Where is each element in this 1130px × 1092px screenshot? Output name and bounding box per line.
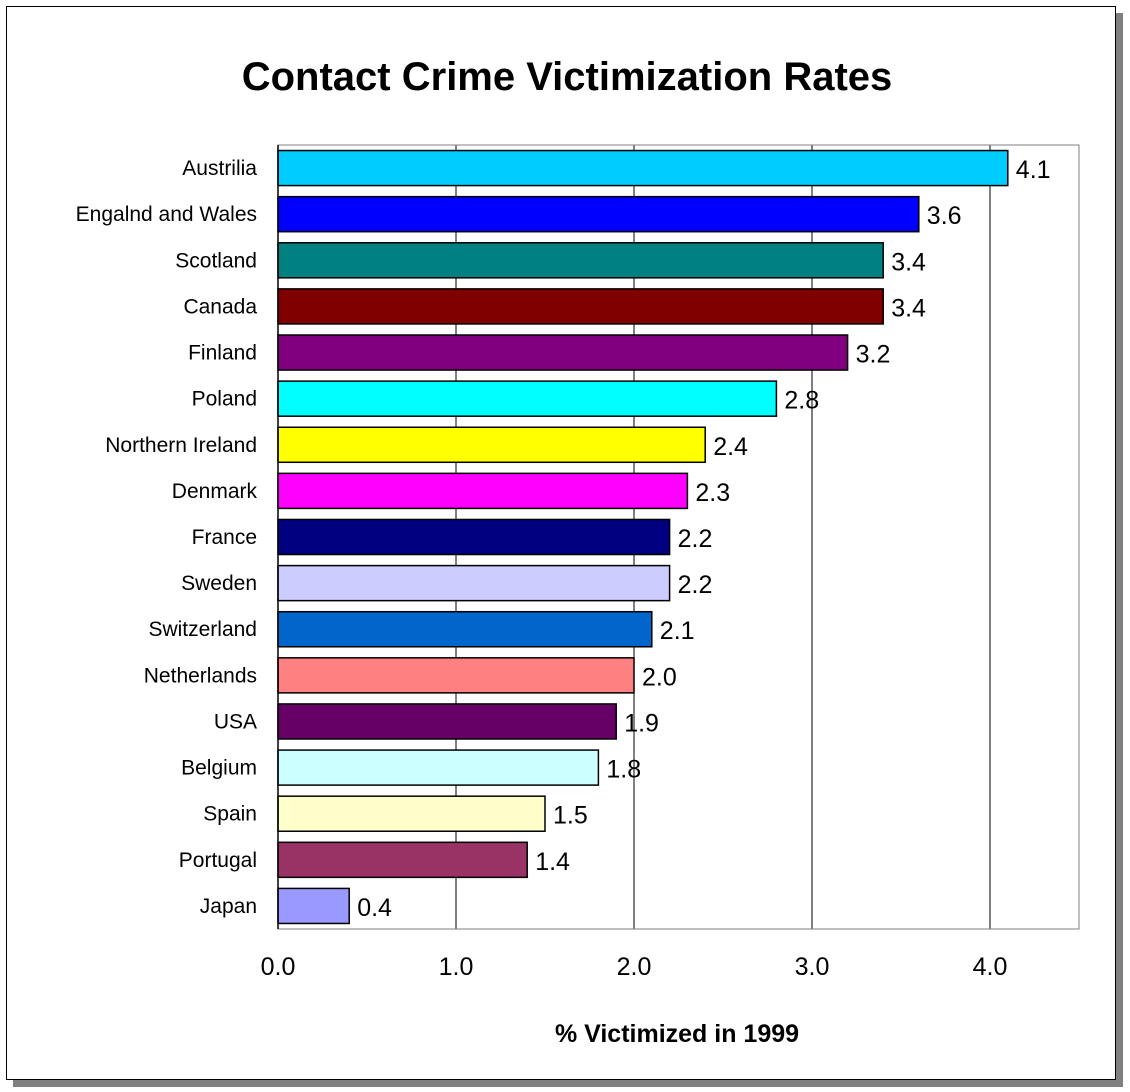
bar — [277, 841, 528, 879]
x-tick-label: 2.0 — [617, 953, 652, 981]
bar — [277, 195, 920, 233]
value-label: 2.4 — [713, 433, 748, 461]
value-label: 3.4 — [891, 294, 926, 322]
category-label: USA — [214, 710, 257, 733]
bar — [277, 795, 546, 832]
value-label: 3.2 — [856, 341, 891, 369]
value-label: 2.3 — [695, 479, 730, 507]
chart-title: Contact Crime Victimization Rates — [242, 55, 893, 99]
x-tick-label: 1.0 — [439, 953, 474, 981]
category-label: Engalnd and Wales — [76, 203, 257, 226]
bar — [277, 564, 671, 602]
value-label: 2.8 — [784, 387, 819, 415]
category-label: Spain — [203, 803, 257, 826]
bar — [277, 334, 849, 371]
bar — [277, 657, 635, 694]
x-tick-label: 3.0 — [795, 953, 830, 981]
category-labels: Austrilia Engalnd and Wales Scotland Canada… — [76, 157, 258, 918]
bars — [277, 149, 1009, 925]
bar — [277, 426, 706, 464]
value-label: 3.6 — [927, 202, 962, 230]
category-label: Portugal — [179, 849, 257, 872]
x-tick-label: 4.0 — [973, 953, 1008, 981]
category-label: Canada — [183, 295, 257, 318]
category-label: Northern Ireland — [105, 434, 257, 457]
bar — [277, 149, 1009, 187]
value-label: 1.9 — [624, 709, 659, 737]
category-label: Japan — [200, 895, 257, 918]
value-label: 2.1 — [660, 617, 695, 645]
category-label: Netherlands — [144, 664, 257, 687]
bar — [277, 288, 884, 325]
bar — [277, 380, 778, 417]
category-label: Scotland — [175, 249, 257, 272]
value-label: 4.1 — [1016, 156, 1051, 184]
value-label: 2.2 — [678, 571, 713, 599]
value-label: 2.0 — [642, 663, 677, 691]
x-tick-label: 0.0 — [261, 953, 296, 981]
value-label: 2.2 — [678, 525, 713, 553]
x-axis-title: % Victimized in 1999 — [555, 1020, 799, 1048]
value-label: 1.8 — [606, 756, 641, 784]
x-tick-labels: 0.0 1.0 2.0 3.0 4.0 — [261, 953, 1008, 981]
value-label: 1.4 — [535, 848, 570, 876]
bar — [277, 610, 653, 648]
category-label: Poland — [192, 388, 257, 411]
bar-chart: Contact Crime Victimization Rates Austri… — [76, 55, 1080, 1048]
value-label: 1.5 — [553, 802, 588, 830]
category-label: Finland — [188, 342, 257, 365]
value-label: 3.4 — [891, 248, 926, 276]
bar — [277, 518, 671, 556]
category-label: Sweden — [181, 572, 257, 595]
value-label: 0.4 — [357, 894, 392, 922]
category-label: Belgium — [181, 757, 257, 780]
bar — [277, 749, 600, 786]
bar — [277, 887, 350, 925]
chart-frame: Contact Crime Victimization Rates Austri… — [6, 6, 1116, 1080]
category-label: France — [192, 526, 257, 549]
category-label: Switzerland — [148, 618, 257, 641]
value-labels: 4.13.63.43.43.22.82.42.32.22.22.12.01.91… — [357, 156, 1050, 922]
category-label: Austrilia — [182, 157, 257, 180]
bar — [277, 472, 689, 510]
category-label: Denmark — [172, 480, 258, 503]
bar — [277, 242, 884, 279]
bar — [277, 703, 617, 740]
